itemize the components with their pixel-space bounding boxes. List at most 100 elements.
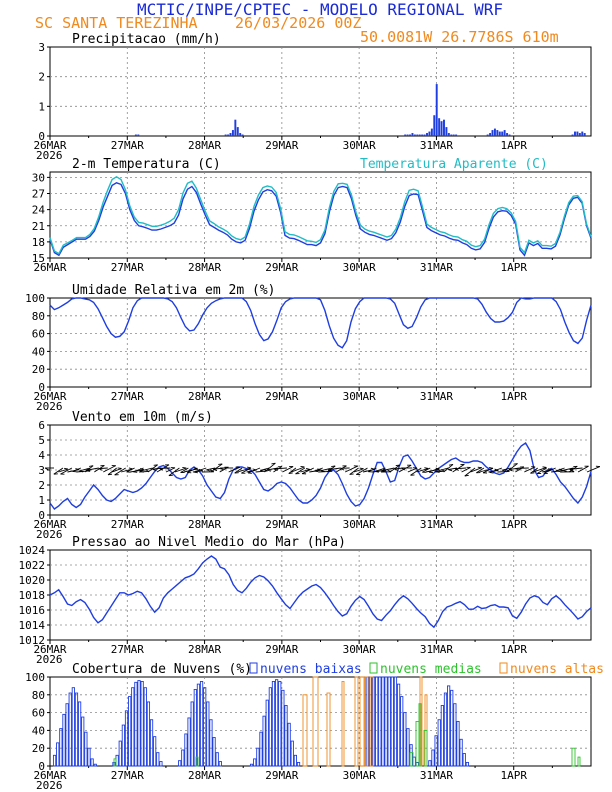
precip-bar xyxy=(489,133,492,136)
precip-bar xyxy=(498,131,501,136)
wind-arrow xyxy=(60,467,73,475)
precip-bar xyxy=(423,134,426,136)
cloud-bar-nuvens-baixas xyxy=(203,687,207,767)
wind-arrow xyxy=(130,469,145,473)
cloud-bar-nuvens-baixas xyxy=(212,737,216,767)
panel-title: Precipitacao (mm/h) xyxy=(72,32,221,47)
wind-arrow xyxy=(543,467,556,474)
cloud-bar-nuvens-baixas xyxy=(178,760,182,767)
wind-arrow-head xyxy=(219,467,224,471)
y-tick-label: 40 xyxy=(32,724,45,737)
wind-arrow-head xyxy=(89,465,94,467)
precip-bar xyxy=(241,134,244,136)
wind-arrow xyxy=(398,464,412,473)
cloud-bar-nuvens-baixas xyxy=(81,716,85,767)
wind-arrow xyxy=(443,464,454,473)
wind-arrow xyxy=(210,463,223,473)
wind-arrow xyxy=(318,470,333,473)
wind-arrow-head xyxy=(206,469,211,472)
cloud-bar-nuvens-baixas xyxy=(124,710,129,767)
cloud-bar-nuvens-baixas xyxy=(156,752,160,767)
x-tick-label: 31MAR xyxy=(420,643,453,656)
precip-bar xyxy=(571,134,574,136)
wind-arrow-head xyxy=(542,466,547,468)
cloud-bar-nuvens-baixas xyxy=(146,701,151,767)
year-label: 2026 xyxy=(36,779,63,792)
wind-arrow xyxy=(237,467,252,473)
cloud-bar-nuvens-baixas xyxy=(74,692,79,767)
precip-bar xyxy=(433,115,436,136)
wind-arrow-head xyxy=(64,467,69,470)
wind-arrow xyxy=(353,468,364,473)
cloud-bar-nuvens-baixas xyxy=(65,703,69,767)
wind-arrow xyxy=(112,467,122,473)
y-tick-label: 1014 xyxy=(19,619,46,632)
precip-bar xyxy=(506,133,509,136)
x-tick-label: 28MAR xyxy=(188,261,221,274)
cloud-bar-nuvens-baixas xyxy=(268,687,272,767)
wind-arrow xyxy=(264,462,276,473)
precip-bar xyxy=(236,127,239,136)
wind-arrow xyxy=(428,467,440,473)
x-tick-label: 28MAR xyxy=(188,769,221,782)
y-tick-label: 24 xyxy=(32,204,46,217)
wind-arrow-head xyxy=(153,464,158,466)
y-tick-label: 3 xyxy=(38,41,45,54)
header-coords: 50.0081W 26.7786S 610m xyxy=(360,28,559,46)
cloud-bar-nuvens-baixas xyxy=(447,685,451,767)
cloud-bar-nuvens-baixas xyxy=(256,747,260,767)
x-tick-label: 29MAR xyxy=(265,769,298,782)
wind-arrow xyxy=(165,467,176,473)
cloud-bar-nuvens-baixas xyxy=(400,696,404,767)
cloud-bar-nuvens-baixas xyxy=(453,703,457,767)
wind-arrow xyxy=(174,467,187,473)
x-tick-label: 28MAR xyxy=(188,643,221,656)
precip-bar xyxy=(438,118,441,136)
cloud-bar-high xyxy=(302,694,308,767)
wind-arrow-head xyxy=(448,469,453,472)
x-tick-label: 30MAR xyxy=(343,261,376,274)
header-location: SC SANTA TEREZINHA xyxy=(35,14,198,32)
x-tick-label: 30MAR xyxy=(343,390,376,403)
y-tick-label: 1016 xyxy=(19,604,46,617)
wind-arrow xyxy=(344,465,359,473)
precip-bar xyxy=(578,133,581,136)
series-line-Vento xyxy=(49,441,592,510)
cloud-bar-nuvens-baixas xyxy=(456,721,460,767)
cloud-bar-nuvens-baixas xyxy=(459,738,463,767)
cloud-bar-nuvens-baixas xyxy=(90,758,94,767)
cloud-bar-high xyxy=(369,676,374,767)
precip-bar xyxy=(418,134,421,136)
cloud-bar-nuvens-baixas xyxy=(77,701,82,767)
precip-bar xyxy=(508,134,511,136)
precip-bar xyxy=(445,127,448,136)
precip-bar xyxy=(574,131,576,136)
cloud-bar-nuvens-baixas xyxy=(293,754,297,767)
x-tick-label: 28MAR xyxy=(188,139,221,152)
y-tick-label: 15 xyxy=(32,252,45,265)
y-tick-label: 21 xyxy=(32,220,45,233)
wind-arrow xyxy=(126,467,135,473)
y-tick-label: 1012 xyxy=(19,634,46,647)
cloud-bar-high xyxy=(312,676,319,767)
wind-arrow-head xyxy=(505,469,510,472)
x-tick-label: 27MAR xyxy=(111,390,144,403)
cloud-bar-nuvens-baixas xyxy=(128,696,132,767)
precip-bar xyxy=(426,133,428,136)
x-tick-label: 1APR xyxy=(500,518,527,531)
precip-bar xyxy=(452,134,455,136)
panel-cloud: 26MAR 27MAR 28MAR 29MAR 30MAR 31MAR 1APR 2026 0 2… xyxy=(25,662,604,792)
wind-arrow xyxy=(282,466,294,473)
wind-arrow-head xyxy=(300,466,305,468)
cloud-bar-nuvens-baixas xyxy=(159,761,163,767)
wind-arrow xyxy=(407,467,418,473)
wind-arrow-head xyxy=(260,470,265,472)
wind-arrow-head xyxy=(435,471,440,473)
y-tick-label: 1 xyxy=(38,100,45,113)
panel-precip: 26MAR 27MAR 28MAR 29MAR 30MAR 31MAR 1APR 2026 0 1… xyxy=(33,32,592,162)
wind-arrow xyxy=(327,467,341,471)
precip-bar xyxy=(406,134,409,136)
x-tick-label: 31MAR xyxy=(420,261,453,274)
wind-arrow-head xyxy=(133,471,138,473)
x-tick-label: 31MAR xyxy=(420,139,453,152)
